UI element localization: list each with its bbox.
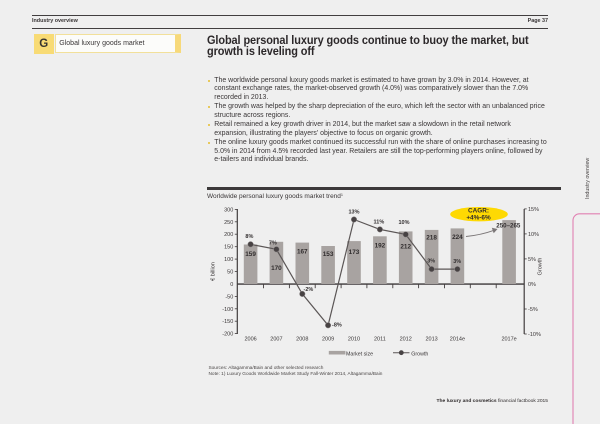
svg-text:-2%: -2% (304, 287, 314, 293)
svg-text:50: 50 (227, 270, 233, 276)
svg-text:€ billion: € billion (211, 263, 217, 282)
svg-text:-150: -150 (222, 320, 233, 326)
svg-text:300: 300 (224, 208, 233, 214)
svg-text:218: 218 (426, 235, 437, 242)
svg-text:170: 170 (271, 266, 282, 273)
svg-text:10%: 10% (398, 221, 409, 227)
svg-text:150: 150 (224, 245, 233, 251)
svg-text:Growth: Growth (538, 258, 544, 276)
svg-text:2007: 2007 (270, 337, 282, 343)
svg-text:Growth: Growth (411, 352, 428, 358)
svg-text:2011: 2011 (374, 337, 386, 343)
svg-text:13%: 13% (348, 210, 359, 216)
svg-text:5%: 5% (528, 257, 536, 263)
svg-text:15%: 15% (528, 207, 539, 213)
svg-text:10%: 10% (528, 232, 539, 238)
svg-text:250–265: 250–265 (496, 223, 521, 230)
svg-text:2008: 2008 (296, 337, 308, 343)
svg-text:-5%: -5% (528, 307, 538, 313)
svg-text:7%: 7% (269, 241, 277, 247)
svg-text:2017e: 2017e (501, 337, 516, 343)
svg-text:250: 250 (224, 220, 233, 226)
svg-text:2009: 2009 (322, 337, 334, 343)
svg-text:+4%-6%: +4%-6% (466, 215, 491, 222)
svg-text:159: 159 (245, 251, 256, 258)
svg-text:173: 173 (349, 249, 360, 256)
svg-text:0: 0 (230, 282, 233, 288)
svg-text:200: 200 (224, 233, 233, 239)
svg-text:224: 224 (452, 234, 463, 241)
svg-text:192: 192 (375, 243, 386, 250)
svg-text:167: 167 (297, 249, 308, 256)
svg-text:153: 153 (323, 251, 334, 258)
svg-text:-50: -50 (225, 295, 233, 301)
svg-text:-10%: -10% (528, 332, 541, 338)
svg-text:0%: 0% (528, 282, 536, 288)
svg-text:Market size: Market size (346, 352, 373, 358)
svg-text:-8%: -8% (332, 323, 342, 329)
svg-text:100: 100 (224, 257, 233, 263)
svg-text:2010: 2010 (348, 337, 360, 343)
svg-text:-100: -100 (222, 307, 233, 313)
svg-text:3%: 3% (453, 259, 461, 265)
svg-text:2013: 2013 (425, 337, 437, 343)
svg-text:3%: 3% (427, 259, 435, 265)
svg-text:2012: 2012 (400, 337, 412, 343)
svg-text:2014e: 2014e (450, 337, 465, 343)
svg-text:11%: 11% (374, 220, 385, 226)
svg-text:-200: -200 (222, 332, 233, 338)
svg-text:212: 212 (400, 244, 411, 251)
svg-text:2006: 2006 (244, 337, 256, 343)
svg-text:CAGR:: CAGR: (468, 208, 489, 215)
svg-text:8%: 8% (245, 234, 253, 240)
